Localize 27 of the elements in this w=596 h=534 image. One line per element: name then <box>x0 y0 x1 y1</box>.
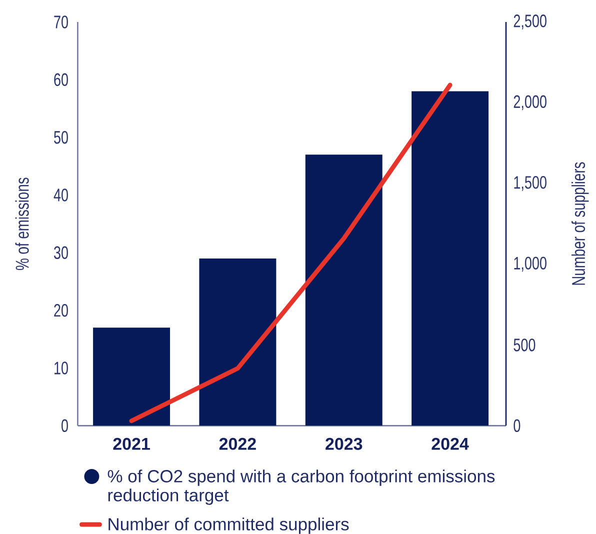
line-series <box>129 82 452 424</box>
y2-tick-label: 500 <box>514 338 536 352</box>
bar <box>305 154 382 426</box>
y2-tick-label: 1,000 <box>514 256 546 272</box>
y-axis-title: % of emissions <box>15 178 29 270</box>
y-tick-label: 10 <box>54 362 68 374</box>
legend-label: Number of committed suppliers <box>108 518 349 534</box>
y-tick-label: 60 <box>54 73 68 86</box>
y-tick-label: 70 <box>54 16 68 28</box>
x-tick-label: 2023 <box>326 438 362 450</box>
bar <box>412 91 489 426</box>
x-tick-label: 2024 <box>432 438 469 450</box>
y2-tick-label: 2,500 <box>514 14 546 30</box>
y2-axis-title: Number of suppliers <box>571 162 589 285</box>
y2-tick-label: 1,500 <box>514 176 546 191</box>
x-tick-label: 2021 <box>113 438 150 450</box>
legend-label: % of CO2 spend with a carbon footprint emissions reduction target <box>108 470 495 505</box>
y-tick-label: 50 <box>54 130 68 144</box>
y-tick-label: 20 <box>54 304 68 317</box>
y-tick-label: 0 <box>62 419 68 432</box>
y2-tick-label: 2,000 <box>514 95 546 110</box>
y-tick-label: 30 <box>54 246 68 260</box>
bar <box>199 258 276 426</box>
bar <box>93 328 170 426</box>
y-tick-label: 40 <box>54 188 68 202</box>
y2-tick-label: 0 <box>514 419 520 432</box>
x-tick-label: 2022 <box>219 438 256 450</box>
